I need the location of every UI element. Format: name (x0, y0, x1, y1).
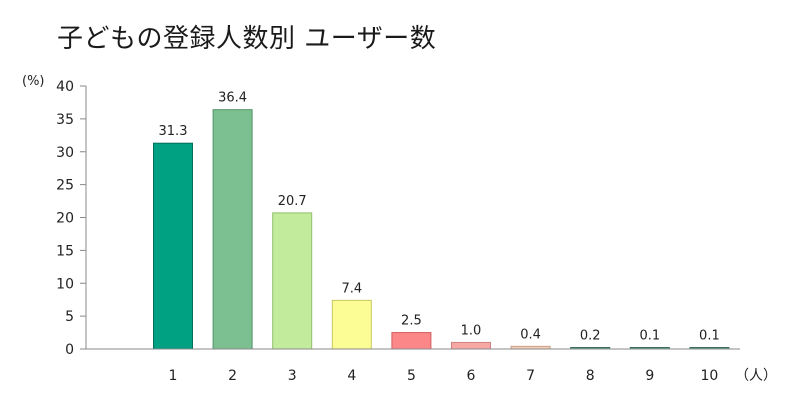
x-tick-label-5: 5 (407, 368, 416, 384)
value-label-8: 0.2 (580, 329, 601, 344)
x-tick-label-8: 8 (586, 368, 595, 384)
x-tick-label-2: 2 (228, 368, 237, 384)
y-tick-label: 20 (56, 211, 74, 227)
value-label-10: 0.1 (699, 329, 720, 344)
value-label-2: 36.4 (218, 91, 247, 106)
y-tick-label: 30 (56, 145, 74, 161)
y-tick-label: 0 (65, 342, 74, 358)
y-tick-label: 35 (56, 112, 74, 128)
bar-3 (272, 212, 313, 350)
value-label-4: 7.4 (341, 281, 362, 296)
chart-title: 子どもの登録人数別 ユーザー数 (57, 24, 437, 54)
y-tick-label: 15 (56, 243, 74, 259)
bar-5 (391, 332, 432, 350)
x-tick-label-6: 6 (467, 368, 476, 384)
value-label-5: 2.5 (401, 314, 422, 329)
y-axis-unit-label: (%) (22, 74, 45, 89)
bar-6 (451, 341, 491, 350)
x-tick-label-7: 7 (526, 368, 535, 384)
value-label-9: 0.1 (639, 329, 660, 344)
x-axis-unit-label: （人） (735, 368, 777, 384)
y-tick-label: 40 (56, 79, 74, 95)
y-tick-label: 5 (65, 309, 74, 325)
x-tick-label-1: 1 (169, 368, 178, 384)
value-label-3: 20.7 (278, 194, 307, 209)
bar-2 (212, 109, 253, 350)
value-label-1: 31.3 (159, 124, 188, 139)
bar-4 (331, 299, 372, 350)
x-tick-label-4: 4 (347, 368, 356, 384)
value-label-7: 0.4 (520, 327, 541, 342)
x-tick-label-9: 9 (645, 368, 654, 384)
x-tick-label-3: 3 (288, 368, 297, 384)
x-tick-label-10: 10 (700, 368, 718, 384)
bar-1 (153, 142, 193, 350)
value-label-6: 1.0 (461, 323, 482, 338)
y-tick-label: 25 (56, 178, 74, 194)
y-tick-label: 10 (56, 276, 74, 292)
